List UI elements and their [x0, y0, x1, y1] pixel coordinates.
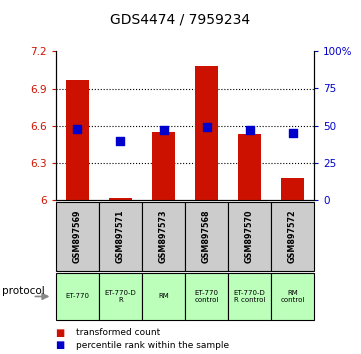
Text: ■: ■: [56, 328, 68, 338]
Point: [247, 127, 252, 133]
Bar: [152, 132, 175, 200]
Text: GSM897568: GSM897568: [202, 210, 211, 263]
Text: ET-770-D
R: ET-770-D R: [105, 290, 136, 303]
Text: RM: RM: [158, 293, 169, 299]
Text: protocol: protocol: [2, 286, 44, 296]
Text: percentile rank within the sample: percentile rank within the sample: [76, 341, 229, 350]
Text: ■: ■: [56, 340, 68, 350]
Text: ET-770
control: ET-770 control: [194, 290, 219, 303]
Text: GSM897569: GSM897569: [73, 210, 82, 263]
Text: ET-770-D
R control: ET-770-D R control: [234, 290, 265, 303]
Text: ET-770: ET-770: [65, 293, 90, 299]
Point: [161, 127, 166, 133]
Point: [204, 124, 209, 130]
Point: [290, 130, 295, 136]
Point: [75, 126, 81, 131]
Text: GSM897570: GSM897570: [245, 210, 254, 263]
Bar: [109, 198, 132, 200]
Bar: [281, 178, 304, 200]
Text: GSM897571: GSM897571: [116, 210, 125, 263]
Bar: [238, 135, 261, 200]
Point: [118, 138, 123, 143]
Text: GDS4474 / 7959234: GDS4474 / 7959234: [110, 12, 251, 27]
Bar: [195, 66, 218, 200]
Text: transformed count: transformed count: [76, 328, 160, 337]
Text: RM
control: RM control: [280, 290, 305, 303]
Bar: [66, 80, 89, 200]
Text: GSM897572: GSM897572: [288, 210, 297, 263]
Text: GSM897573: GSM897573: [159, 210, 168, 263]
